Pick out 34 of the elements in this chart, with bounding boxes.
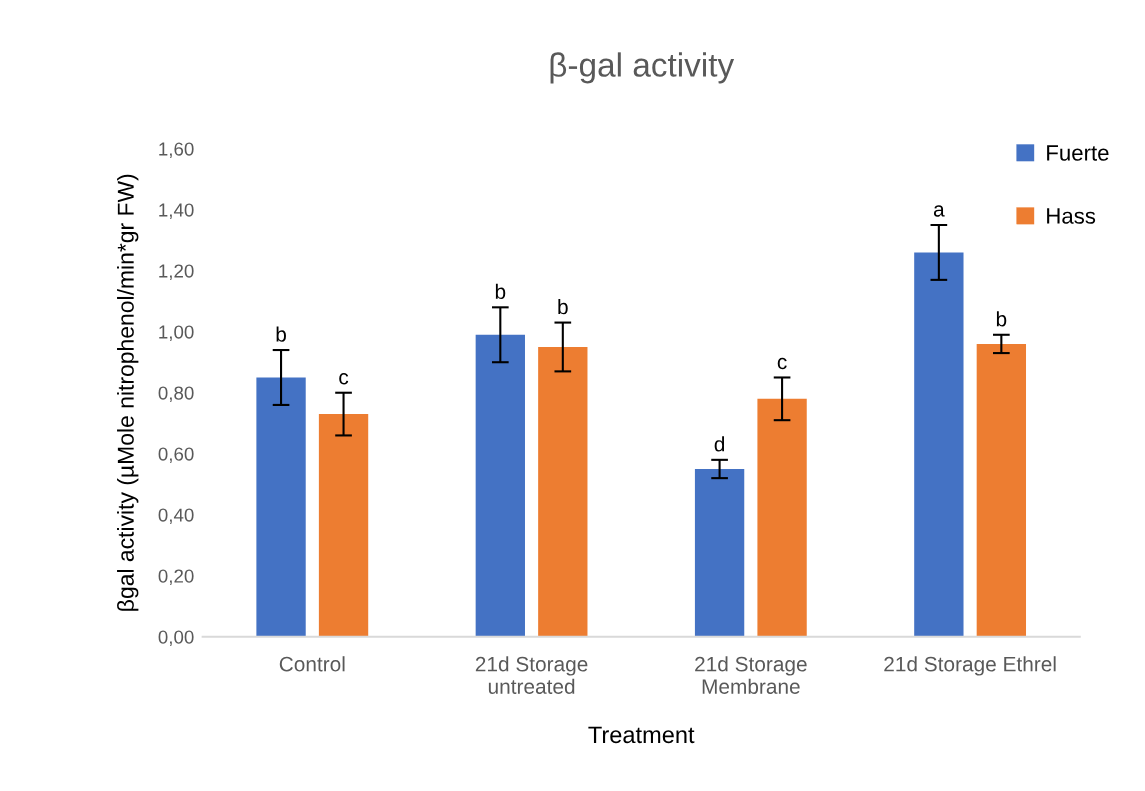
y-tick-label: 0,40 [158,508,194,524]
y-tick-label: 1,20 [159,264,194,280]
data-label: b [495,283,506,300]
x-tick-label: 21d Storage Membrane [695,656,807,694]
data-label: d [714,436,725,452]
y-tick-label: 1,60 [159,142,194,158]
y-tick-label: 0,20 [158,569,194,585]
bar [757,398,807,637]
bar [475,334,525,637]
legend-label: Hass [1047,208,1096,224]
y-tick-label: 1,00 [159,325,194,341]
x-tick-label: 21d Storage untreated [475,656,588,694]
data-label: a [933,205,945,217]
x-tick-label: Control [279,656,345,672]
chart-title: β-gal activity [550,52,735,84]
y-tick-label: 0,60 [158,447,194,463]
bar [256,377,306,637]
bar [914,252,964,637]
data-label: b [996,311,1007,327]
bar [694,468,745,637]
data-label: b [276,326,286,342]
x-tick-label: 21d Storage Ethrel [884,656,1056,676]
y-tick-label: 0,80 [158,386,194,402]
data-label: c [777,357,787,370]
bar [318,414,369,637]
y-tick-label: 0,00 [158,630,194,646]
x-axis-title: Treatment [588,726,695,744]
data-label: b [558,298,568,315]
y-tick-label: 1,40 [159,203,194,219]
bar [976,343,1027,637]
data-label: c [339,373,349,385]
bar [538,346,588,637]
legend-label: Fuerte [1047,145,1109,161]
y-axis-title: βgal activity (µMole nitrophenol/min*gr FW) [117,174,139,611]
